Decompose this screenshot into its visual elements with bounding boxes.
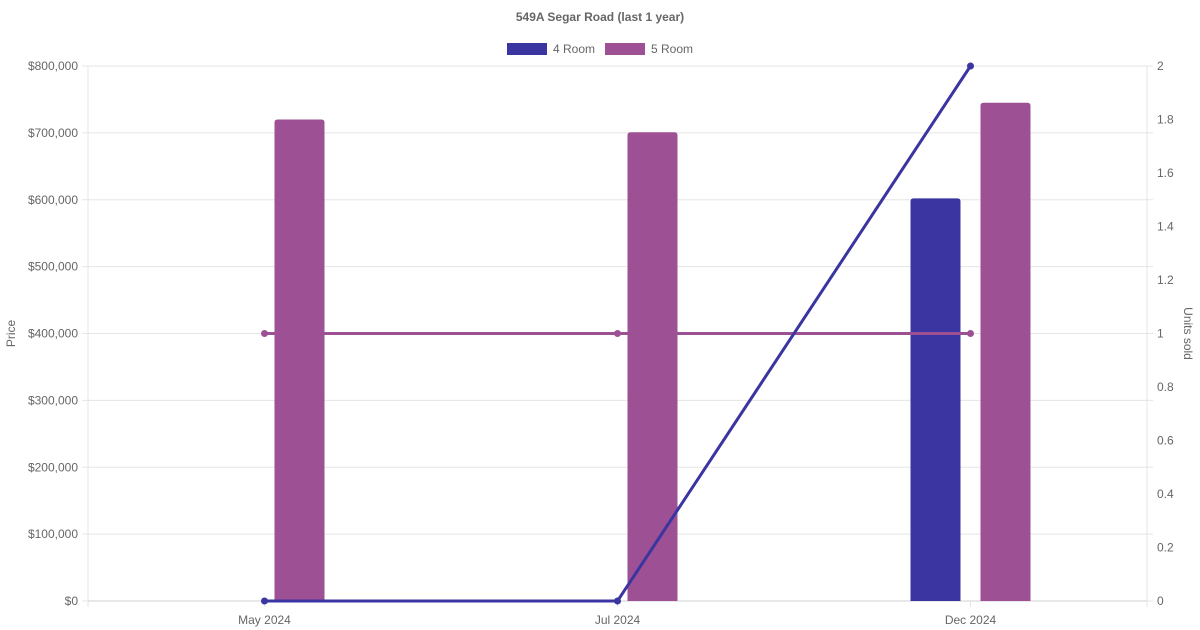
- y2-tick-label: 2: [1157, 59, 1164, 73]
- units-point-5-room: [967, 330, 974, 337]
- y-tick-label: $0: [65, 594, 79, 608]
- y2-tick-label: 0: [1157, 594, 1164, 608]
- legend-item-5-room[interactable]: 5 Room: [605, 42, 693, 56]
- y-axis-title: Price: [4, 320, 18, 348]
- chart-title: 549A Segar Road (last 1 year): [515, 10, 685, 24]
- y-tick-label: $800,000: [28, 59, 78, 73]
- y2-tick-label: 1.2: [1157, 273, 1174, 287]
- y-tick-label: $500,000: [28, 260, 78, 274]
- y2-tick-label: 1.6: [1157, 166, 1174, 180]
- legend-swatch-5-room: [605, 43, 645, 55]
- y2-axis-title: Units sold: [1181, 307, 1195, 360]
- y-tick-label: $300,000: [28, 393, 78, 407]
- y2-tick-label: 1.4: [1157, 220, 1174, 234]
- y-tick-label: $700,000: [28, 126, 78, 140]
- units-point-4-room: [261, 597, 268, 605]
- bar-4-room: [910, 198, 961, 601]
- y2-tick-label: 1: [1157, 327, 1164, 341]
- legend-label-5-room: 5 Room: [651, 42, 694, 56]
- units-point-5-room: [614, 330, 621, 337]
- y-tick-label: $200,000: [28, 460, 78, 474]
- y-tick-label: $600,000: [28, 193, 78, 207]
- y2-tick-label: 0.8: [1157, 380, 1174, 394]
- legend-label-4-room: 4 Room: [552, 42, 595, 56]
- legend: 4 Room 5 Room: [0, 42, 1200, 56]
- y2-tick-label: 0.2: [1157, 541, 1174, 555]
- y2-tick-label: 0.4: [1157, 487, 1174, 501]
- x-tick-label: Jul 2024: [595, 613, 641, 627]
- units-point-5-room: [261, 330, 268, 337]
- units-point-4-room: [967, 62, 974, 70]
- x-tick-label: Dec 2024: [945, 613, 997, 627]
- x-tick-label: May 2024: [238, 613, 291, 627]
- y-tick-label: $100,000: [28, 527, 78, 541]
- legend-swatch-4-room: [506, 43, 547, 55]
- y2-tick-label: 1.8: [1157, 113, 1174, 127]
- bar-5-room: [980, 102, 1031, 601]
- y2-tick-label: 0.6: [1157, 434, 1174, 448]
- units-point-4-room: [614, 597, 621, 605]
- y-tick-label: $400,000: [28, 327, 78, 341]
- bar-5-room: [627, 132, 678, 602]
- bar-5-room: [274, 119, 325, 601]
- legend-item-4-room[interactable]: 4 Room: [506, 42, 595, 56]
